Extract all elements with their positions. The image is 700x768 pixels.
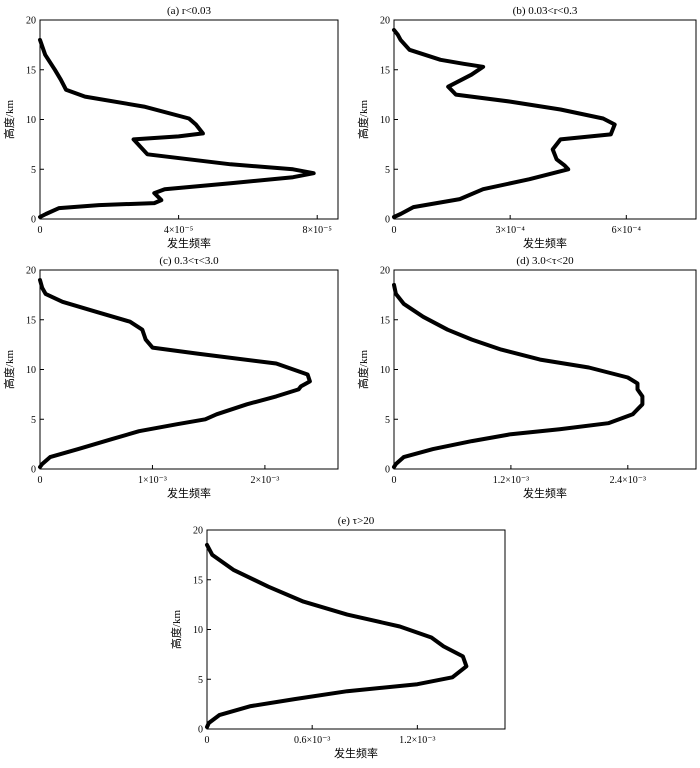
x-tick-label: 1.2×10⁻³ xyxy=(493,475,529,486)
y-tick-label: 10 xyxy=(380,365,390,376)
y-tick-label: 0 xyxy=(385,215,390,226)
y-tick-label: 5 xyxy=(385,415,390,426)
series-line-1 xyxy=(205,542,469,729)
y-axis-label: 高度/km xyxy=(356,350,370,390)
chart-title: (d) 3.0<τ<20 xyxy=(516,255,574,267)
chart-title: (c) 0.3<τ<3.0 xyxy=(159,255,219,267)
y-tick-label: 5 xyxy=(31,165,36,176)
series-line-1 xyxy=(392,28,617,219)
y-tick-label: 15 xyxy=(380,65,390,76)
x-tick-label: 0 xyxy=(38,225,43,236)
x-tick-label: 1×10⁻³ xyxy=(138,475,167,486)
y-tick-label: 15 xyxy=(380,315,390,326)
chart-panel-3: (c) 0.3<τ<3.0 0 5 10 15 20 0 1×10⁻³ 2×10⁻³ 发生频率 高度… xyxy=(2,255,339,500)
series-line-1 xyxy=(392,282,645,469)
y-tick-label: 15 xyxy=(26,315,36,326)
x-tick-label: 0 xyxy=(205,735,210,746)
y-tick-label: 20 xyxy=(380,16,390,27)
x-tick-label: 0 xyxy=(392,225,397,236)
y-tick-label: 20 xyxy=(26,266,36,277)
series-line-1 xyxy=(38,278,312,469)
x-tick-label: 2×10⁻³ xyxy=(250,475,279,486)
x-tick-label: 3×10⁻⁴ xyxy=(495,225,525,236)
y-tick-label: 20 xyxy=(26,16,36,27)
y-tick-label: 0 xyxy=(31,465,36,476)
chart-panel-1: (a) r<0.03 0 5 10 15 20 0 4×10⁻⁵ 8×10⁻⁵ 发生频率 高度/km xyxy=(2,5,339,250)
x-axis-label: 发生频率 xyxy=(167,236,211,250)
y-tick-label: 20 xyxy=(193,526,203,537)
y-tick-label: 5 xyxy=(31,415,36,426)
y-axis-label: 高度/km xyxy=(2,100,16,140)
chart-panel-5: (e) τ>20 0 5 10 15 20 0 0.6×10⁻³ 1.2×10⁻³ 发生频率 高度/… xyxy=(169,515,506,760)
y-tick-label: 10 xyxy=(193,625,203,636)
y-tick-label: 10 xyxy=(26,115,36,126)
y-tick-label: 15 xyxy=(193,575,203,586)
y-axis-label: 高度/km xyxy=(356,100,370,140)
y-tick-label: 20 xyxy=(380,266,390,277)
x-axis-label: 发生频率 xyxy=(167,486,211,500)
plot-frame xyxy=(393,19,697,220)
x-axis-label: 发生频率 xyxy=(334,746,378,760)
chart-panel-2: (b) 0.03<r<0.3 0 5 10 15 20 0 3×10⁻⁴ 6×10⁻⁴ 发生频率 高… xyxy=(356,5,697,250)
x-axis-label: 发生频率 xyxy=(523,486,567,500)
y-axis-label: 高度/km xyxy=(2,350,16,390)
y-tick-label: 5 xyxy=(385,165,390,176)
x-tick-label: 0 xyxy=(392,475,397,486)
y-axis-label: 高度/km xyxy=(169,610,183,650)
plot-frame xyxy=(393,269,697,470)
chart-title: (a) r<0.03 xyxy=(167,5,212,17)
x-tick-label: 6×10⁻⁴ xyxy=(612,225,642,236)
y-tick-label: 0 xyxy=(198,725,203,736)
x-tick-label: 1.2×10⁻³ xyxy=(399,735,435,746)
y-tick-label: 15 xyxy=(26,65,36,76)
x-tick-label: 2.4×10⁻³ xyxy=(610,475,646,486)
x-tick-label: 0.6×10⁻³ xyxy=(294,735,330,746)
y-tick-label: 10 xyxy=(26,365,36,376)
x-tick-label: 4×10⁻⁵ xyxy=(164,225,193,236)
y-tick-label: 0 xyxy=(31,215,36,226)
chart-title: (e) τ>20 xyxy=(338,515,375,527)
chart-panel-4: (d) 3.0<τ<20 0 5 10 15 20 0 1.2×10⁻³ 2.4×10⁻³ 发生频… xyxy=(356,255,697,500)
x-tick-label: 8×10⁻⁵ xyxy=(303,225,332,236)
y-tick-label: 0 xyxy=(385,465,390,476)
series-line-1 xyxy=(38,37,316,219)
plot-frame xyxy=(206,529,506,730)
x-axis-label: 发生频率 xyxy=(523,236,567,250)
y-tick-label: 10 xyxy=(380,115,390,126)
y-tick-label: 5 xyxy=(198,675,203,686)
x-tick-label: 0 xyxy=(38,475,43,486)
chart-title: (b) 0.03<r<0.3 xyxy=(513,5,578,17)
